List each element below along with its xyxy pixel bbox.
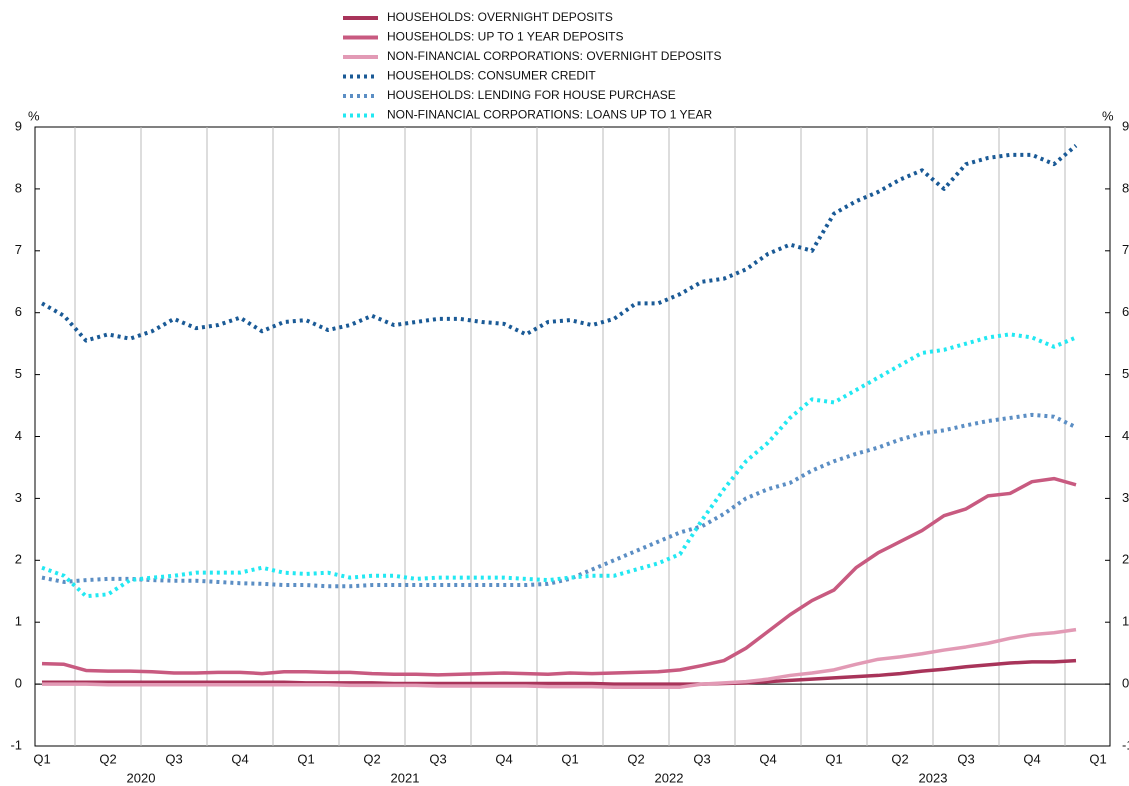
y-tick-label: 0 xyxy=(15,676,22,691)
x-tick-label: Q3 xyxy=(957,751,974,766)
y-tick-label-right: 0 xyxy=(1122,676,1129,691)
x-tick-label: Q4 xyxy=(495,751,512,766)
series-line xyxy=(41,476,1077,677)
legend-label: NON-FINANCIAL CORPORATIONS: LOANS UP TO … xyxy=(387,108,713,122)
legend-label: HOUSEHOLDS: LENDING FOR HOUSE PURCHASE xyxy=(387,88,676,102)
x-tick-label: Q3 xyxy=(165,751,182,766)
x-tick-label: Q4 xyxy=(759,751,776,766)
x-group-label: 2021 xyxy=(391,770,420,785)
x-group-label: 2022 xyxy=(655,770,684,785)
x-tick-label: Q3 xyxy=(693,751,710,766)
y-tick-label-right: 5 xyxy=(1122,366,1129,381)
y-tick-label: 7 xyxy=(15,242,22,257)
y-tick-label: 9 xyxy=(15,118,22,133)
legend-label: HOUSEHOLDS: CONSUMER CREDIT xyxy=(387,69,596,83)
x-tick-label: Q2 xyxy=(99,751,116,766)
legend-label: HOUSEHOLDS: UP TO 1 YEAR DEPOSITS xyxy=(387,30,624,44)
x-tick-label: Q1 xyxy=(825,751,842,766)
x-tick-label: Q2 xyxy=(363,751,380,766)
plot-frame xyxy=(34,126,1111,747)
y-tick-label-right: 2 xyxy=(1122,552,1129,567)
x-tick-label: Q1 xyxy=(561,751,578,766)
x-tick-label: Q4 xyxy=(1023,751,1040,766)
legend-label: HOUSEHOLDS: OVERNIGHT DEPOSITS xyxy=(387,10,613,24)
y-tick-label: 4 xyxy=(15,428,22,443)
series-line xyxy=(41,332,1077,599)
y-tick-label-right: 6 xyxy=(1122,304,1129,319)
x-tick-label: Q4 xyxy=(231,751,248,766)
x-tick-label: Q3 xyxy=(429,751,446,766)
y-tick-label: 1 xyxy=(15,614,22,629)
x-tick-label: Q1 xyxy=(33,751,50,766)
y-unit-right: % xyxy=(1102,108,1114,123)
series-line xyxy=(41,144,1078,343)
y-tick-label-right: 1 xyxy=(1122,614,1129,629)
y-tick-label: 8 xyxy=(15,180,22,195)
x-group-label: 2023 xyxy=(919,770,948,785)
y-tick-label: 6 xyxy=(15,304,22,319)
y-tick-label-right: 4 xyxy=(1122,428,1129,443)
x-tick-label: Q1 xyxy=(297,751,314,766)
y-tick-label-right: 7 xyxy=(1122,242,1129,257)
series-line xyxy=(42,627,1077,689)
y-tick-label-right: 9 xyxy=(1122,118,1129,133)
y-tick-label: 3 xyxy=(15,490,22,505)
x-tick-label: Q2 xyxy=(627,751,644,766)
series-line xyxy=(41,412,1077,589)
x-tick-label: Q2 xyxy=(891,751,908,766)
y-tick-label-right: 3 xyxy=(1122,490,1129,505)
y-tick-label-right: 8 xyxy=(1122,180,1129,195)
series-line xyxy=(42,658,1077,686)
y-unit: % xyxy=(28,108,40,123)
y-tick-label-right: -1 xyxy=(1122,737,1129,752)
y-tick-label: 5 xyxy=(15,366,22,381)
x-group-label: 2020 xyxy=(127,770,156,785)
y-tick-label: 2 xyxy=(15,552,22,567)
y-tick-label: -1 xyxy=(10,737,22,752)
legend-label: NON-FINANCIAL CORPORATIONS: OVERNIGHT DE… xyxy=(387,49,721,63)
x-tick-label: Q1 xyxy=(1089,751,1106,766)
